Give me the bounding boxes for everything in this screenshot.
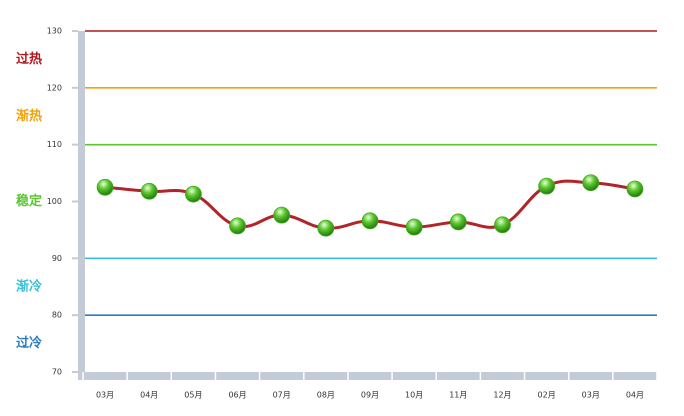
marker bbox=[626, 180, 644, 198]
y-tick-label: 120 bbox=[47, 83, 62, 92]
x-tick-label: 08月 bbox=[317, 391, 335, 400]
x-tick-label: 06月 bbox=[228, 391, 246, 400]
marker bbox=[494, 216, 511, 234]
marker bbox=[405, 218, 423, 236]
zone-label: 过冷 bbox=[16, 335, 42, 351]
x-tick-label: 04月 bbox=[626, 391, 644, 400]
x-tick-label: 12月 bbox=[493, 391, 511, 400]
x-tick-label: 11月 bbox=[449, 391, 467, 400]
x-tick-label: 05月 bbox=[184, 391, 202, 400]
marker bbox=[273, 206, 291, 224]
y-tick-label: 130 bbox=[47, 27, 62, 36]
y-tick-label: 80 bbox=[52, 311, 62, 320]
marker bbox=[582, 174, 600, 192]
marker bbox=[538, 177, 556, 195]
y-tick-label: 70 bbox=[52, 368, 62, 377]
marker bbox=[317, 219, 335, 237]
x-tick-label: 09月 bbox=[361, 391, 379, 400]
y-tick-label: 100 bbox=[47, 197, 62, 206]
x-tick-label: 03月 bbox=[96, 391, 114, 400]
zone-label: 渐冷 bbox=[16, 278, 42, 294]
zone-label: 稳定 bbox=[16, 193, 42, 209]
x-tick-label: 07月 bbox=[273, 391, 291, 400]
zone-label: 过热 bbox=[16, 51, 42, 67]
x-tick-label: 03月 bbox=[582, 391, 600, 400]
x-axis-bar bbox=[78, 372, 657, 380]
marker bbox=[229, 217, 246, 235]
x-tick-label: 10月 bbox=[405, 391, 423, 400]
marker bbox=[140, 182, 158, 200]
x-tick-label: 02月 bbox=[538, 391, 556, 400]
marker bbox=[449, 213, 467, 231]
y-tick-label: 90 bbox=[52, 254, 62, 263]
y-axis-bar bbox=[78, 31, 85, 380]
zone-label: 渐热 bbox=[16, 108, 42, 124]
marker bbox=[184, 185, 202, 203]
marker bbox=[361, 212, 379, 230]
marker bbox=[96, 178, 114, 196]
y-tick-label: 110 bbox=[47, 140, 62, 149]
x-tick-label: 04月 bbox=[140, 391, 158, 400]
